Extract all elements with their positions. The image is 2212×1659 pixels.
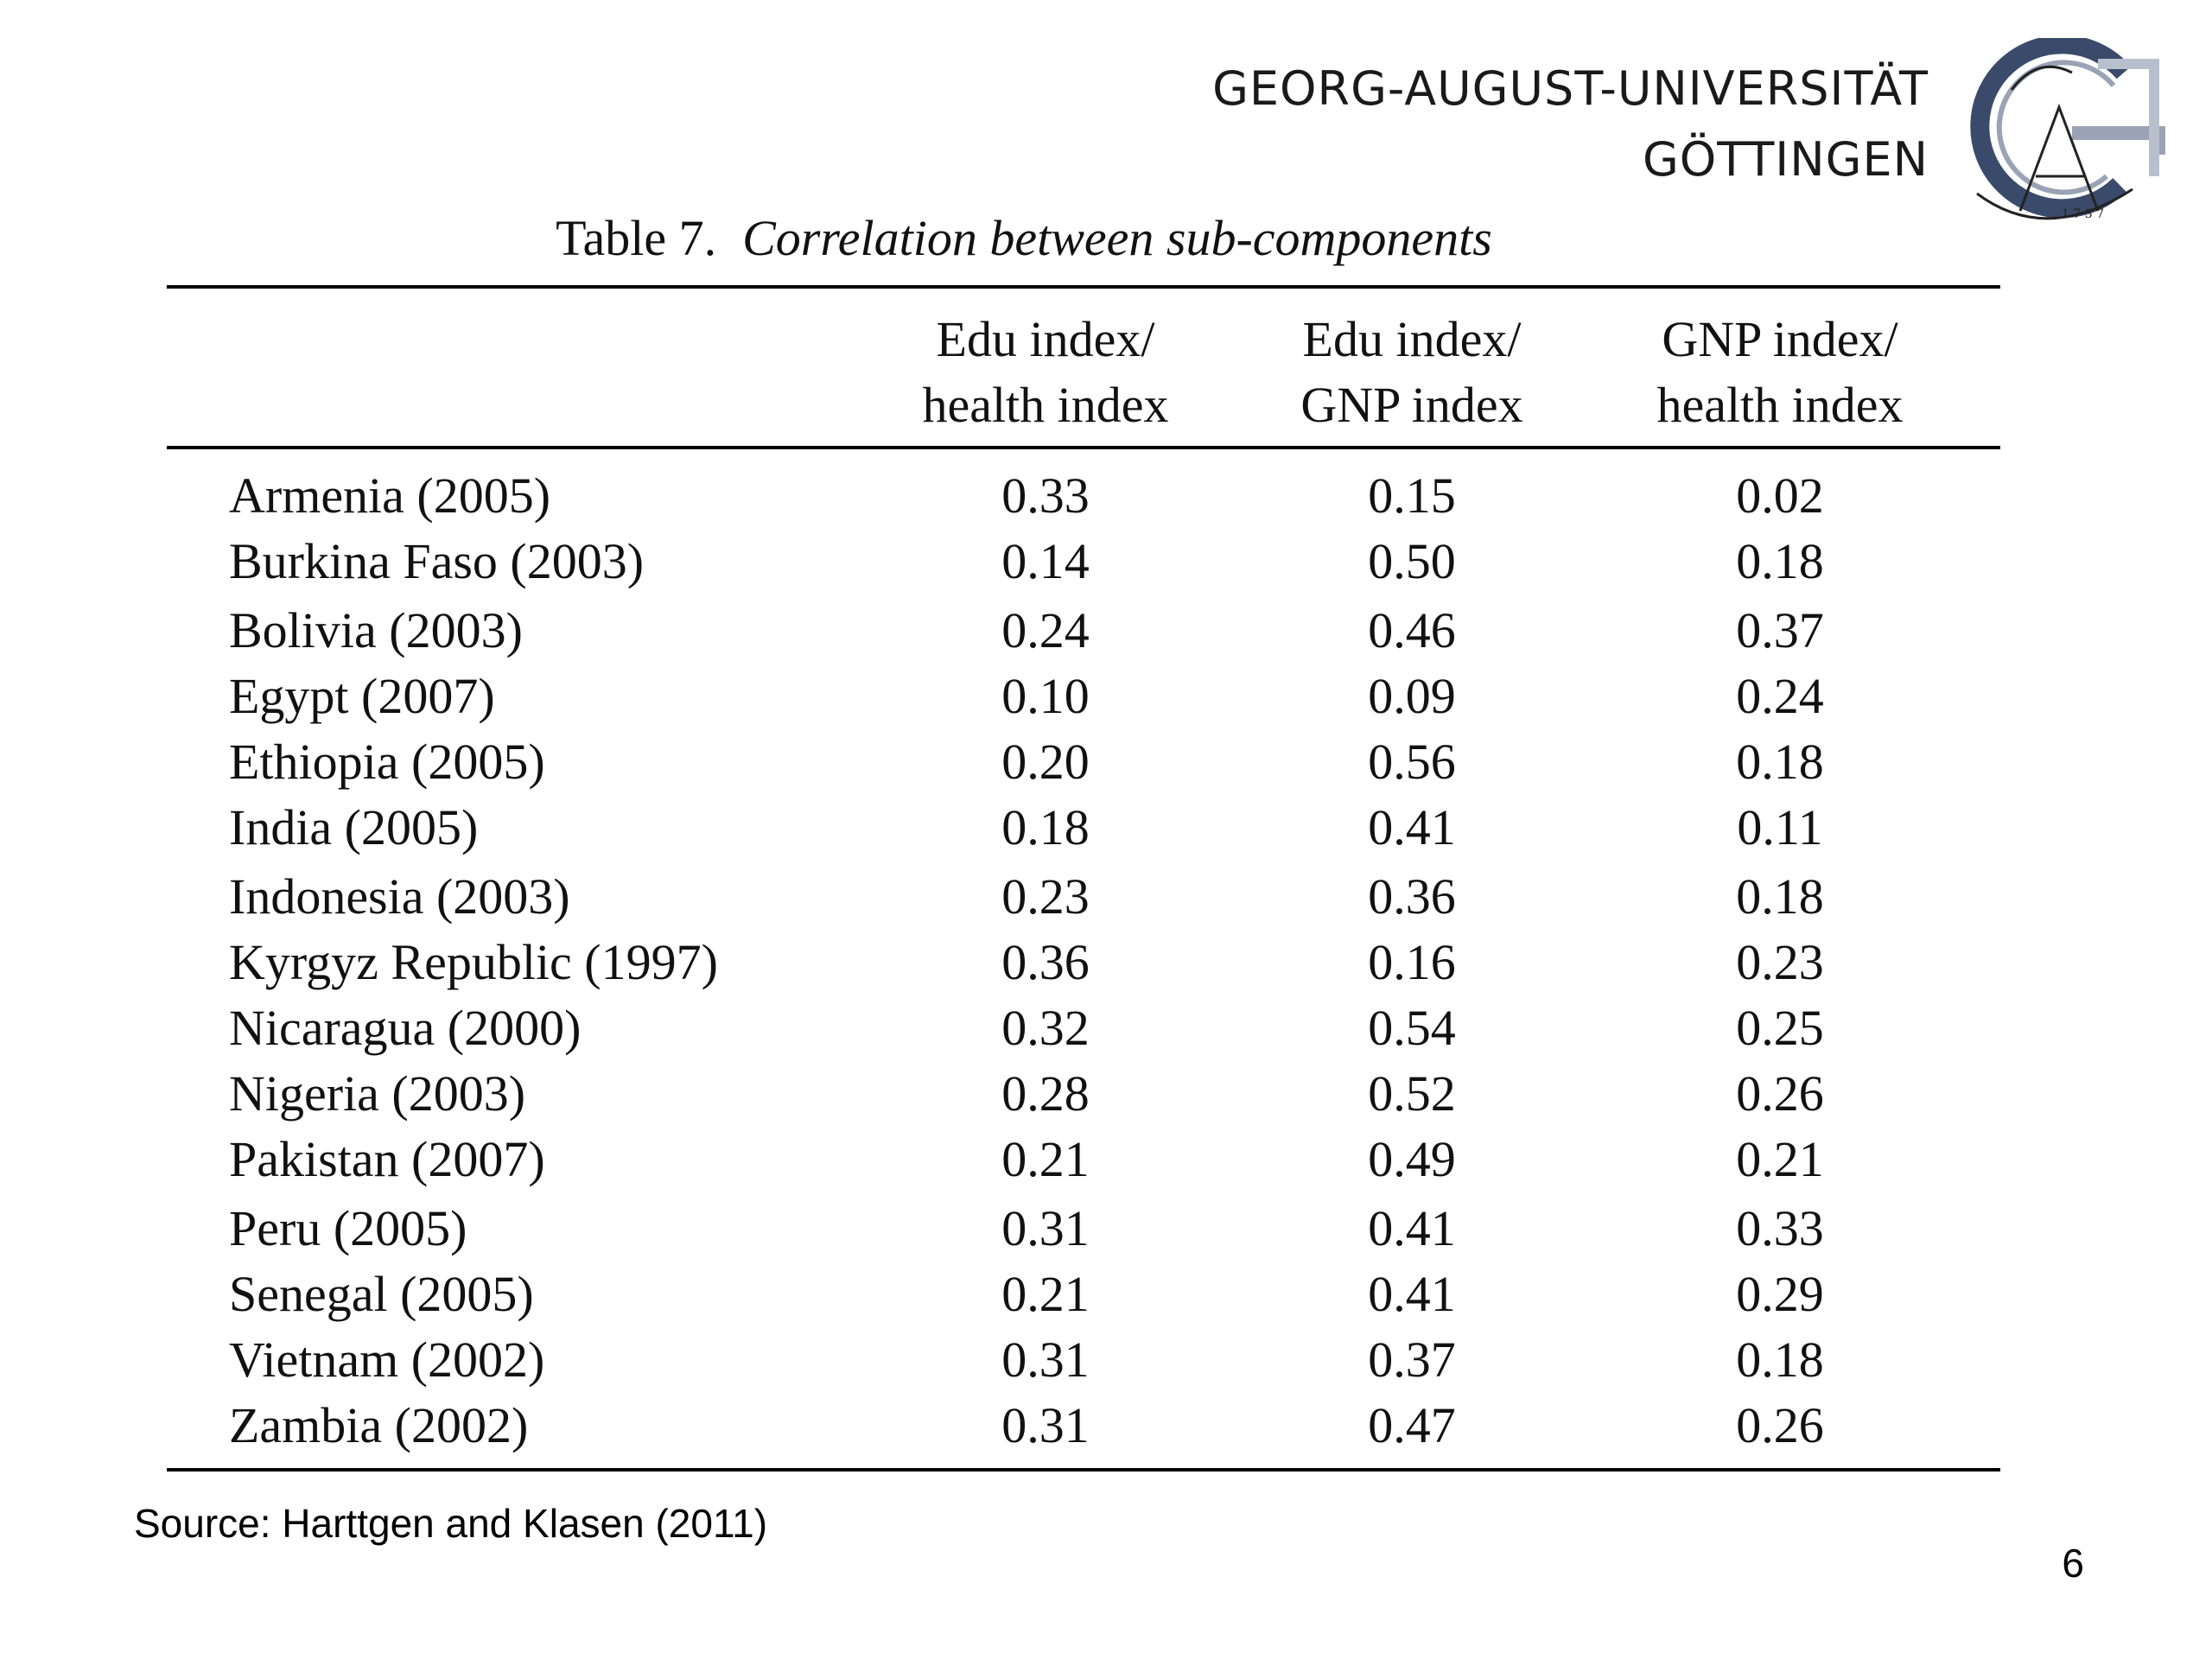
table-row: Vietnam (2002) 0.31 0.37 0.18 [0, 1331, 2212, 1396]
row-country: Armenia (2005) [229, 467, 551, 524]
column-header-edu-gnp: Edu index/ GNP index [1239, 307, 1585, 438]
column-header-line: GNP index/ [1662, 311, 1898, 367]
row-country: Indonesia (2003) [229, 868, 570, 925]
table-row: Ethiopia (2005) 0.20 0.56 0.18 [0, 733, 2212, 798]
row-country: Ethiopia (2005) [229, 734, 545, 790]
table-row: Kyrgyz Republic (1997) 0.36 0.16 0.23 [0, 933, 2212, 999]
table-row: Egypt (2007) 0.10 0.09 0.24 [0, 667, 2212, 733]
cell-gnp-health: 0.18 [1736, 868, 1824, 925]
table-row: India (2005) 0.18 0.41 0.11 [0, 798, 2212, 864]
table-row: Bolivia (2003) 0.24 0.46 0.37 [0, 601, 2212, 667]
table-row: Armenia (2005) 0.33 0.15 0.02 [0, 467, 2212, 532]
cell-edu-gnp: 0.52 [1368, 1065, 1456, 1122]
university-name-line2: GÖTTINGEN [1642, 132, 1929, 187]
cell-edu-health: 0.21 [1001, 1266, 1090, 1322]
university-name-line1: GEORG-AUGUST-UNIVERSITÄT [1212, 61, 1929, 116]
table-caption: Correlation between sub-components [742, 210, 1492, 266]
cell-edu-gnp: 0.15 [1368, 467, 1456, 524]
table-row: Senegal (2005) 0.21 0.41 0.29 [0, 1265, 2212, 1331]
cell-edu-gnp: 0.54 [1368, 1000, 1456, 1056]
table-top-rule [167, 285, 2000, 289]
cell-edu-health: 0.28 [1001, 1065, 1090, 1122]
row-country: Nigeria (2003) [229, 1065, 526, 1122]
cell-edu-health: 0.23 [1001, 868, 1090, 925]
row-country: Peru (2005) [229, 1200, 467, 1256]
row-country: Vietnam (2002) [229, 1332, 545, 1388]
cell-gnp-health: 0.02 [1736, 467, 1824, 524]
row-country: Nicaragua (2000) [229, 1000, 582, 1056]
cell-edu-gnp: 0.50 [1368, 533, 1456, 589]
cell-gnp-health: 0.26 [1736, 1397, 1824, 1453]
column-header-line: Edu index/ [936, 311, 1155, 367]
row-country: Senegal (2005) [229, 1266, 534, 1322]
row-country: India (2005) [229, 799, 479, 855]
table-row: Peru (2005) 0.31 0.41 0.33 [0, 1199, 2212, 1265]
cell-edu-gnp: 0.41 [1368, 1200, 1456, 1256]
seal-year-text: 1 7 3 7 [2062, 207, 2104, 221]
page-number: 6 [2062, 1541, 2084, 1586]
cell-edu-health: 0.31 [1001, 1332, 1090, 1388]
row-country: Bolivia (2003) [229, 602, 523, 658]
cell-gnp-health: 0.18 [1736, 1332, 1824, 1388]
table-row: Indonesia (2003) 0.23 0.36 0.18 [0, 868, 2212, 933]
cell-edu-health: 0.36 [1001, 934, 1090, 990]
table-bottom-rule [167, 1468, 2000, 1471]
column-header-line: health index [1656, 377, 1904, 433]
source-citation: Source: Harttgen and Klasen (2011) [134, 1501, 768, 1546]
cell-edu-health: 0.32 [1001, 1000, 1090, 1056]
cell-gnp-health: 0.29 [1736, 1266, 1824, 1322]
cell-gnp-health: 0.33 [1736, 1200, 1824, 1256]
cell-edu-health: 0.10 [1001, 668, 1090, 724]
row-country: Burkina Faso (2003) [229, 533, 645, 589]
cell-edu-gnp: 0.41 [1368, 799, 1456, 855]
column-header-line: Edu index/ [1302, 311, 1522, 367]
cell-gnp-health: 0.11 [1737, 799, 1823, 855]
table-row: Pakistan (2007) 0.21 0.49 0.21 [0, 1130, 2212, 1196]
row-country: Pakistan (2007) [229, 1131, 545, 1187]
cell-gnp-health: 0.24 [1736, 668, 1824, 724]
cell-edu-health: 0.33 [1001, 467, 1090, 524]
table-row: Zambia (2002) 0.31 0.47 0.26 [0, 1396, 2212, 1462]
row-country: Zambia (2002) [229, 1397, 529, 1453]
cell-edu-gnp: 0.16 [1368, 934, 1456, 990]
cell-edu-health: 0.31 [1001, 1397, 1090, 1453]
cell-edu-gnp: 0.56 [1368, 734, 1456, 790]
cell-edu-health: 0.24 [1001, 602, 1090, 658]
cell-edu-gnp: 0.37 [1368, 1332, 1456, 1388]
cell-edu-gnp: 0.47 [1368, 1397, 1456, 1453]
cell-gnp-health: 0.37 [1736, 602, 1824, 658]
row-country: Kyrgyz Republic (1997) [229, 934, 718, 990]
cell-edu-health: 0.18 [1001, 799, 1090, 855]
column-header-line: health index [922, 377, 1169, 433]
cell-edu-gnp: 0.49 [1368, 1131, 1456, 1187]
table-row: Nicaragua (2000) 0.32 0.54 0.25 [0, 999, 2212, 1065]
goettingen-university-seal-icon: 1 7 3 7 [1970, 38, 2165, 221]
table-row: Nigeria (2003) 0.28 0.52 0.26 [0, 1065, 2212, 1130]
cell-gnp-health: 0.18 [1736, 734, 1824, 790]
cell-edu-gnp: 0.36 [1368, 868, 1456, 925]
row-country: Egypt (2007) [229, 668, 495, 724]
cell-gnp-health: 0.26 [1736, 1065, 1824, 1122]
column-header-gnp-health: GNP index/ health index [1607, 307, 1953, 438]
table-row: Burkina Faso (2003) 0.14 0.50 0.18 [0, 532, 2212, 598]
column-header-edu-health: Edu index/ health index [873, 307, 1218, 438]
table-header-rule [167, 446, 2000, 449]
cell-edu-health: 0.14 [1001, 533, 1090, 589]
cell-edu-gnp: 0.41 [1368, 1266, 1456, 1322]
cell-gnp-health: 0.18 [1736, 533, 1824, 589]
cell-gnp-health: 0.23 [1736, 934, 1824, 990]
cell-edu-gnp: 0.46 [1368, 602, 1456, 658]
cell-edu-health: 0.21 [1001, 1131, 1090, 1187]
table-number: Table 7. [556, 210, 717, 266]
table-title: Table 7. Correlation between sub-componen… [0, 209, 2212, 267]
university-name: GEORG-AUGUST-UNIVERSITÄT GÖTTINGEN [1212, 54, 1929, 195]
cell-gnp-health: 0.21 [1736, 1131, 1824, 1187]
cell-edu-gnp: 0.09 [1368, 668, 1456, 724]
cell-edu-health: 0.20 [1001, 734, 1090, 790]
cell-edu-health: 0.31 [1001, 1200, 1090, 1256]
column-header-line: GNP index [1300, 377, 1523, 433]
cell-gnp-health: 0.25 [1736, 1000, 1824, 1056]
